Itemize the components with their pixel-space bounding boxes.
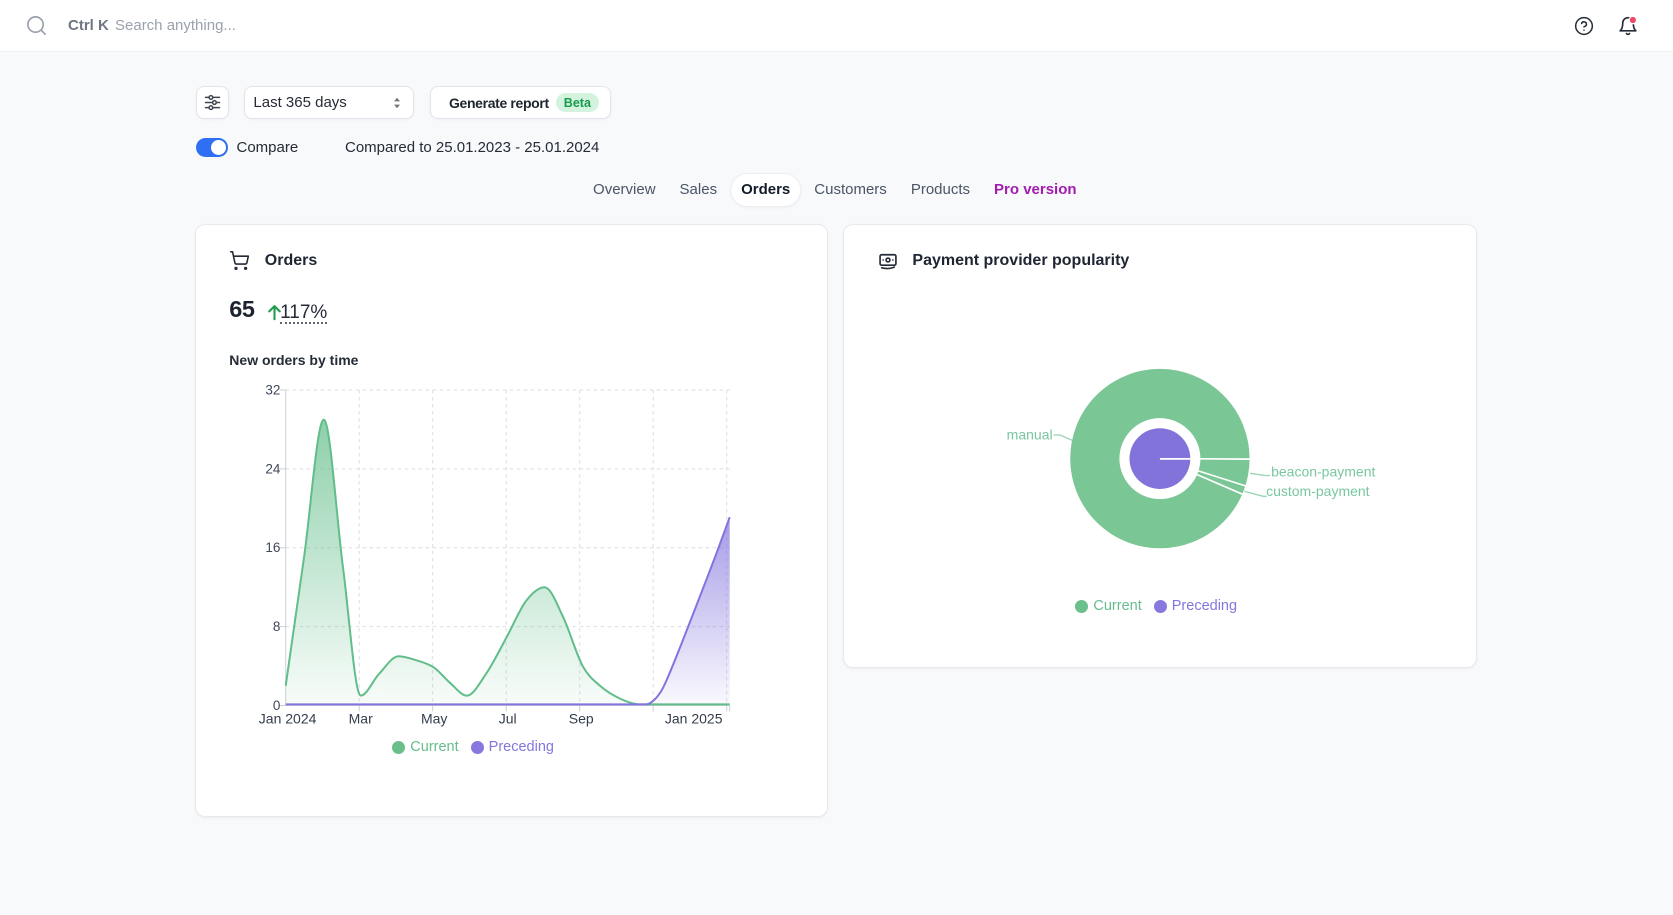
svg-text:Jan 2024: Jan 2024 xyxy=(259,711,317,727)
svg-text:manual: manual xyxy=(1007,426,1053,442)
svg-text:Mar: Mar xyxy=(349,711,373,727)
svg-text:May: May xyxy=(421,711,447,727)
svg-text:beacon-payment: beacon-payment xyxy=(1271,463,1375,479)
svg-text:Jan 2025: Jan 2025 xyxy=(665,711,723,727)
svg-text:Jul: Jul xyxy=(499,711,517,727)
svg-text:24: 24 xyxy=(266,461,282,476)
svg-text:0: 0 xyxy=(273,698,281,713)
svg-text:32: 32 xyxy=(266,383,281,398)
svg-text:8: 8 xyxy=(273,619,281,634)
svg-text:Sep: Sep xyxy=(569,711,594,727)
svg-text:16: 16 xyxy=(266,540,281,555)
svg-text:custom-payment: custom-payment xyxy=(1266,483,1370,499)
